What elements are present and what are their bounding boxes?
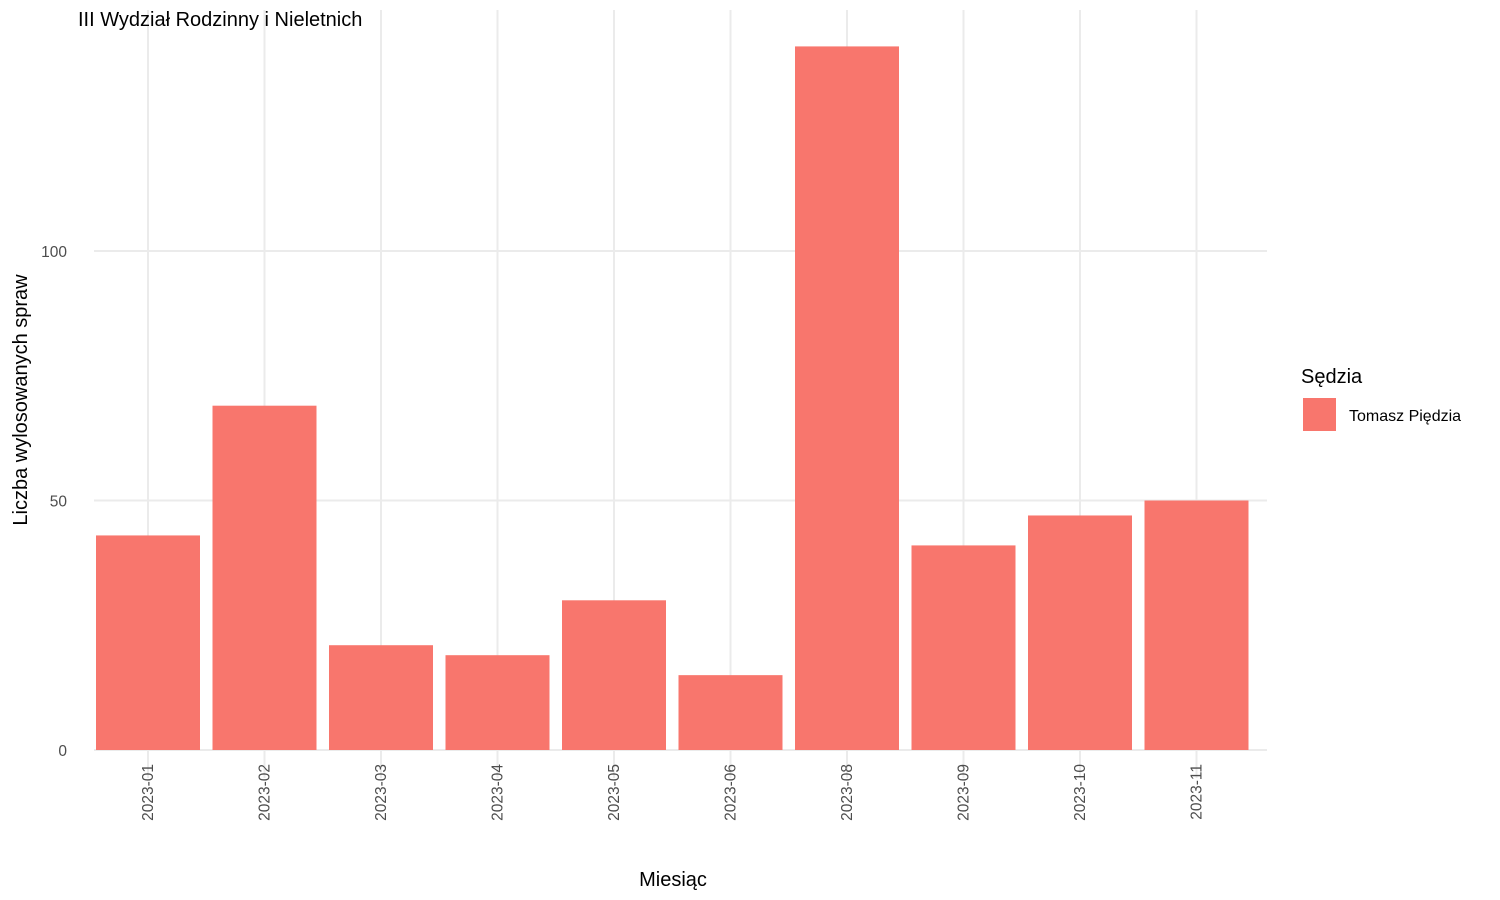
y-tick-label: 50	[50, 494, 68, 511]
x-axis-ticks: 2023-01 2023-02 2023-03 2023-04 2023-05 2023-…	[140, 764, 1206, 821]
x-tick-label: 2023-06	[723, 764, 740, 821]
bar-2023-01	[96, 535, 200, 750]
y-axis-title: Liczba wylosowanych spraw	[10, 274, 32, 526]
legend-title: Sędzia	[1301, 366, 1363, 388]
bar-2023-05	[562, 600, 666, 750]
x-tick-label: 2023-04	[490, 764, 507, 821]
x-tick-label: 2023-08	[839, 764, 856, 821]
legend: Sędzia Tomasz Piędzia	[1301, 366, 1461, 431]
x-tick-label: 2023-10	[1072, 764, 1089, 821]
legend-swatch	[1303, 398, 1336, 431]
bar-2023-04	[445, 655, 550, 750]
x-axis-title: Miesiąc	[639, 869, 707, 891]
x-tick-label: 2023-09	[956, 764, 973, 821]
bars	[96, 46, 1249, 751]
x-tick-label: 2023-05	[606, 764, 623, 821]
bar-2023-10	[1028, 515, 1132, 750]
bar-2023-08	[795, 46, 899, 751]
y-tick-label: 0	[58, 743, 67, 760]
y-axis-ticks: 0 50 100	[41, 244, 67, 760]
x-tick-label: 2023-01	[140, 764, 157, 821]
chart-title: III Wydział Rodzinny i Nieletnich	[78, 9, 362, 31]
x-tick-label: 2023-11	[1189, 764, 1206, 820]
y-tick-label: 100	[41, 244, 67, 261]
bar-2023-11	[1144, 500, 1249, 750]
legend-items: Tomasz Piędzia	[1303, 398, 1461, 431]
legend-label: Tomasz Piędzia	[1349, 408, 1461, 425]
bar-2023-09	[911, 545, 1016, 750]
x-tick-label: 2023-02	[257, 764, 274, 821]
bar-2023-06	[678, 675, 783, 750]
bar-2023-03	[329, 645, 433, 750]
x-tick-label: 2023-03	[373, 764, 390, 821]
bar-2023-02	[212, 405, 317, 750]
